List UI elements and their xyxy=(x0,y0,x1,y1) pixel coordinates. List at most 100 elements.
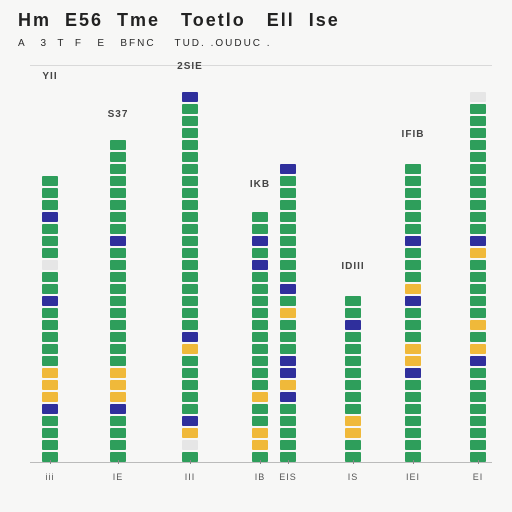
bar-cell xyxy=(470,380,486,390)
bar-cell xyxy=(110,272,126,282)
bar-cell xyxy=(345,332,361,342)
x-axis-label: iii xyxy=(46,472,55,482)
bar-cell xyxy=(280,404,296,414)
bar-cell xyxy=(42,188,58,198)
bar-cell xyxy=(345,308,361,318)
bar-cell xyxy=(110,224,126,234)
bar-cell xyxy=(110,296,126,306)
x-axis-label: IS xyxy=(348,472,359,482)
bar-cell xyxy=(470,428,486,438)
bar-cell xyxy=(42,224,58,234)
bar-cell xyxy=(110,308,126,318)
bar-cell xyxy=(182,404,198,414)
bar-cell xyxy=(182,344,198,354)
bar-cell xyxy=(42,176,58,186)
bar-cell xyxy=(110,260,126,270)
x-axis-tick xyxy=(190,460,191,464)
bar-cell xyxy=(42,380,58,390)
bar-cell xyxy=(182,296,198,306)
bar-cell xyxy=(280,272,296,282)
bar-cell xyxy=(405,164,421,174)
x-axis-label: IE xyxy=(113,472,124,482)
bar-cell xyxy=(280,368,296,378)
bar-cell xyxy=(470,356,486,366)
bar-cell xyxy=(110,440,126,450)
bar-cell xyxy=(345,392,361,402)
bar-cell xyxy=(182,416,198,426)
bar-cell xyxy=(182,308,198,318)
x-axis-tick xyxy=(288,460,289,464)
bar-cell xyxy=(470,116,486,126)
bar-cell xyxy=(405,320,421,330)
bar-cell xyxy=(280,392,296,402)
bar-cell xyxy=(405,416,421,426)
bar-cell xyxy=(110,428,126,438)
bar-cell xyxy=(252,404,268,414)
bar-cell xyxy=(470,440,486,450)
bar-cell xyxy=(252,308,268,318)
bar-cell xyxy=(110,248,126,258)
bar-cell xyxy=(345,368,361,378)
bar-column: S37 xyxy=(110,140,126,462)
bar-cell xyxy=(405,260,421,270)
bar-cell xyxy=(252,212,268,222)
bar-cell xyxy=(252,344,268,354)
bar-cell xyxy=(470,272,486,282)
bar-cell xyxy=(405,392,421,402)
bar-cell xyxy=(280,416,296,426)
bar-cell xyxy=(252,416,268,426)
bar-cell xyxy=(252,356,268,366)
bar-cell xyxy=(280,284,296,294)
bar-cell xyxy=(405,224,421,234)
bar-cell xyxy=(42,332,58,342)
bar-stack xyxy=(252,212,268,462)
bar-cell xyxy=(345,404,361,414)
bar-cell xyxy=(405,284,421,294)
bar-cell xyxy=(182,176,198,186)
bar-cell xyxy=(110,176,126,186)
bar-cell xyxy=(182,152,198,162)
bar-cell xyxy=(110,236,126,246)
bar-cell xyxy=(280,248,296,258)
bar-cell xyxy=(182,272,198,282)
bar-cell xyxy=(280,308,296,318)
bar-cell xyxy=(345,320,361,330)
bar-cell xyxy=(252,440,268,450)
bar-value-label: IKB xyxy=(250,179,270,190)
bar-cell xyxy=(252,368,268,378)
bar-stack xyxy=(405,164,421,462)
bar-cell xyxy=(470,296,486,306)
bar-cell xyxy=(405,296,421,306)
bar-value-label: S37 xyxy=(108,109,129,120)
bar-cell xyxy=(405,248,421,258)
bar-cell xyxy=(280,236,296,246)
bar-cell xyxy=(42,296,58,306)
bar-cell xyxy=(182,368,198,378)
x-axis-tick xyxy=(413,460,414,464)
bar-cell xyxy=(42,260,58,270)
bar-cell xyxy=(42,320,58,330)
bar-cell xyxy=(470,404,486,414)
bar-cell xyxy=(110,140,126,150)
bar-cell xyxy=(42,404,58,414)
bar-stack xyxy=(470,92,486,462)
bar-cell xyxy=(42,416,58,426)
bar-cell xyxy=(252,248,268,258)
bar-cell xyxy=(182,236,198,246)
bar-stack xyxy=(110,140,126,462)
bar-column: YII xyxy=(42,176,58,462)
bar-column: IKB xyxy=(252,212,268,462)
bar-cell xyxy=(42,392,58,402)
x-axis-tick xyxy=(260,460,261,464)
bar-cell xyxy=(182,212,198,222)
bar-cell xyxy=(182,104,198,114)
bar-cell xyxy=(345,296,361,306)
bar-cell xyxy=(470,332,486,342)
x-axis-tick xyxy=(50,460,51,464)
bar-value-label: 2SIE xyxy=(177,61,203,72)
bar-cell xyxy=(405,440,421,450)
bar-cell xyxy=(110,164,126,174)
bar-cell xyxy=(405,188,421,198)
bar-cell xyxy=(280,188,296,198)
x-axis-tick xyxy=(478,460,479,464)
